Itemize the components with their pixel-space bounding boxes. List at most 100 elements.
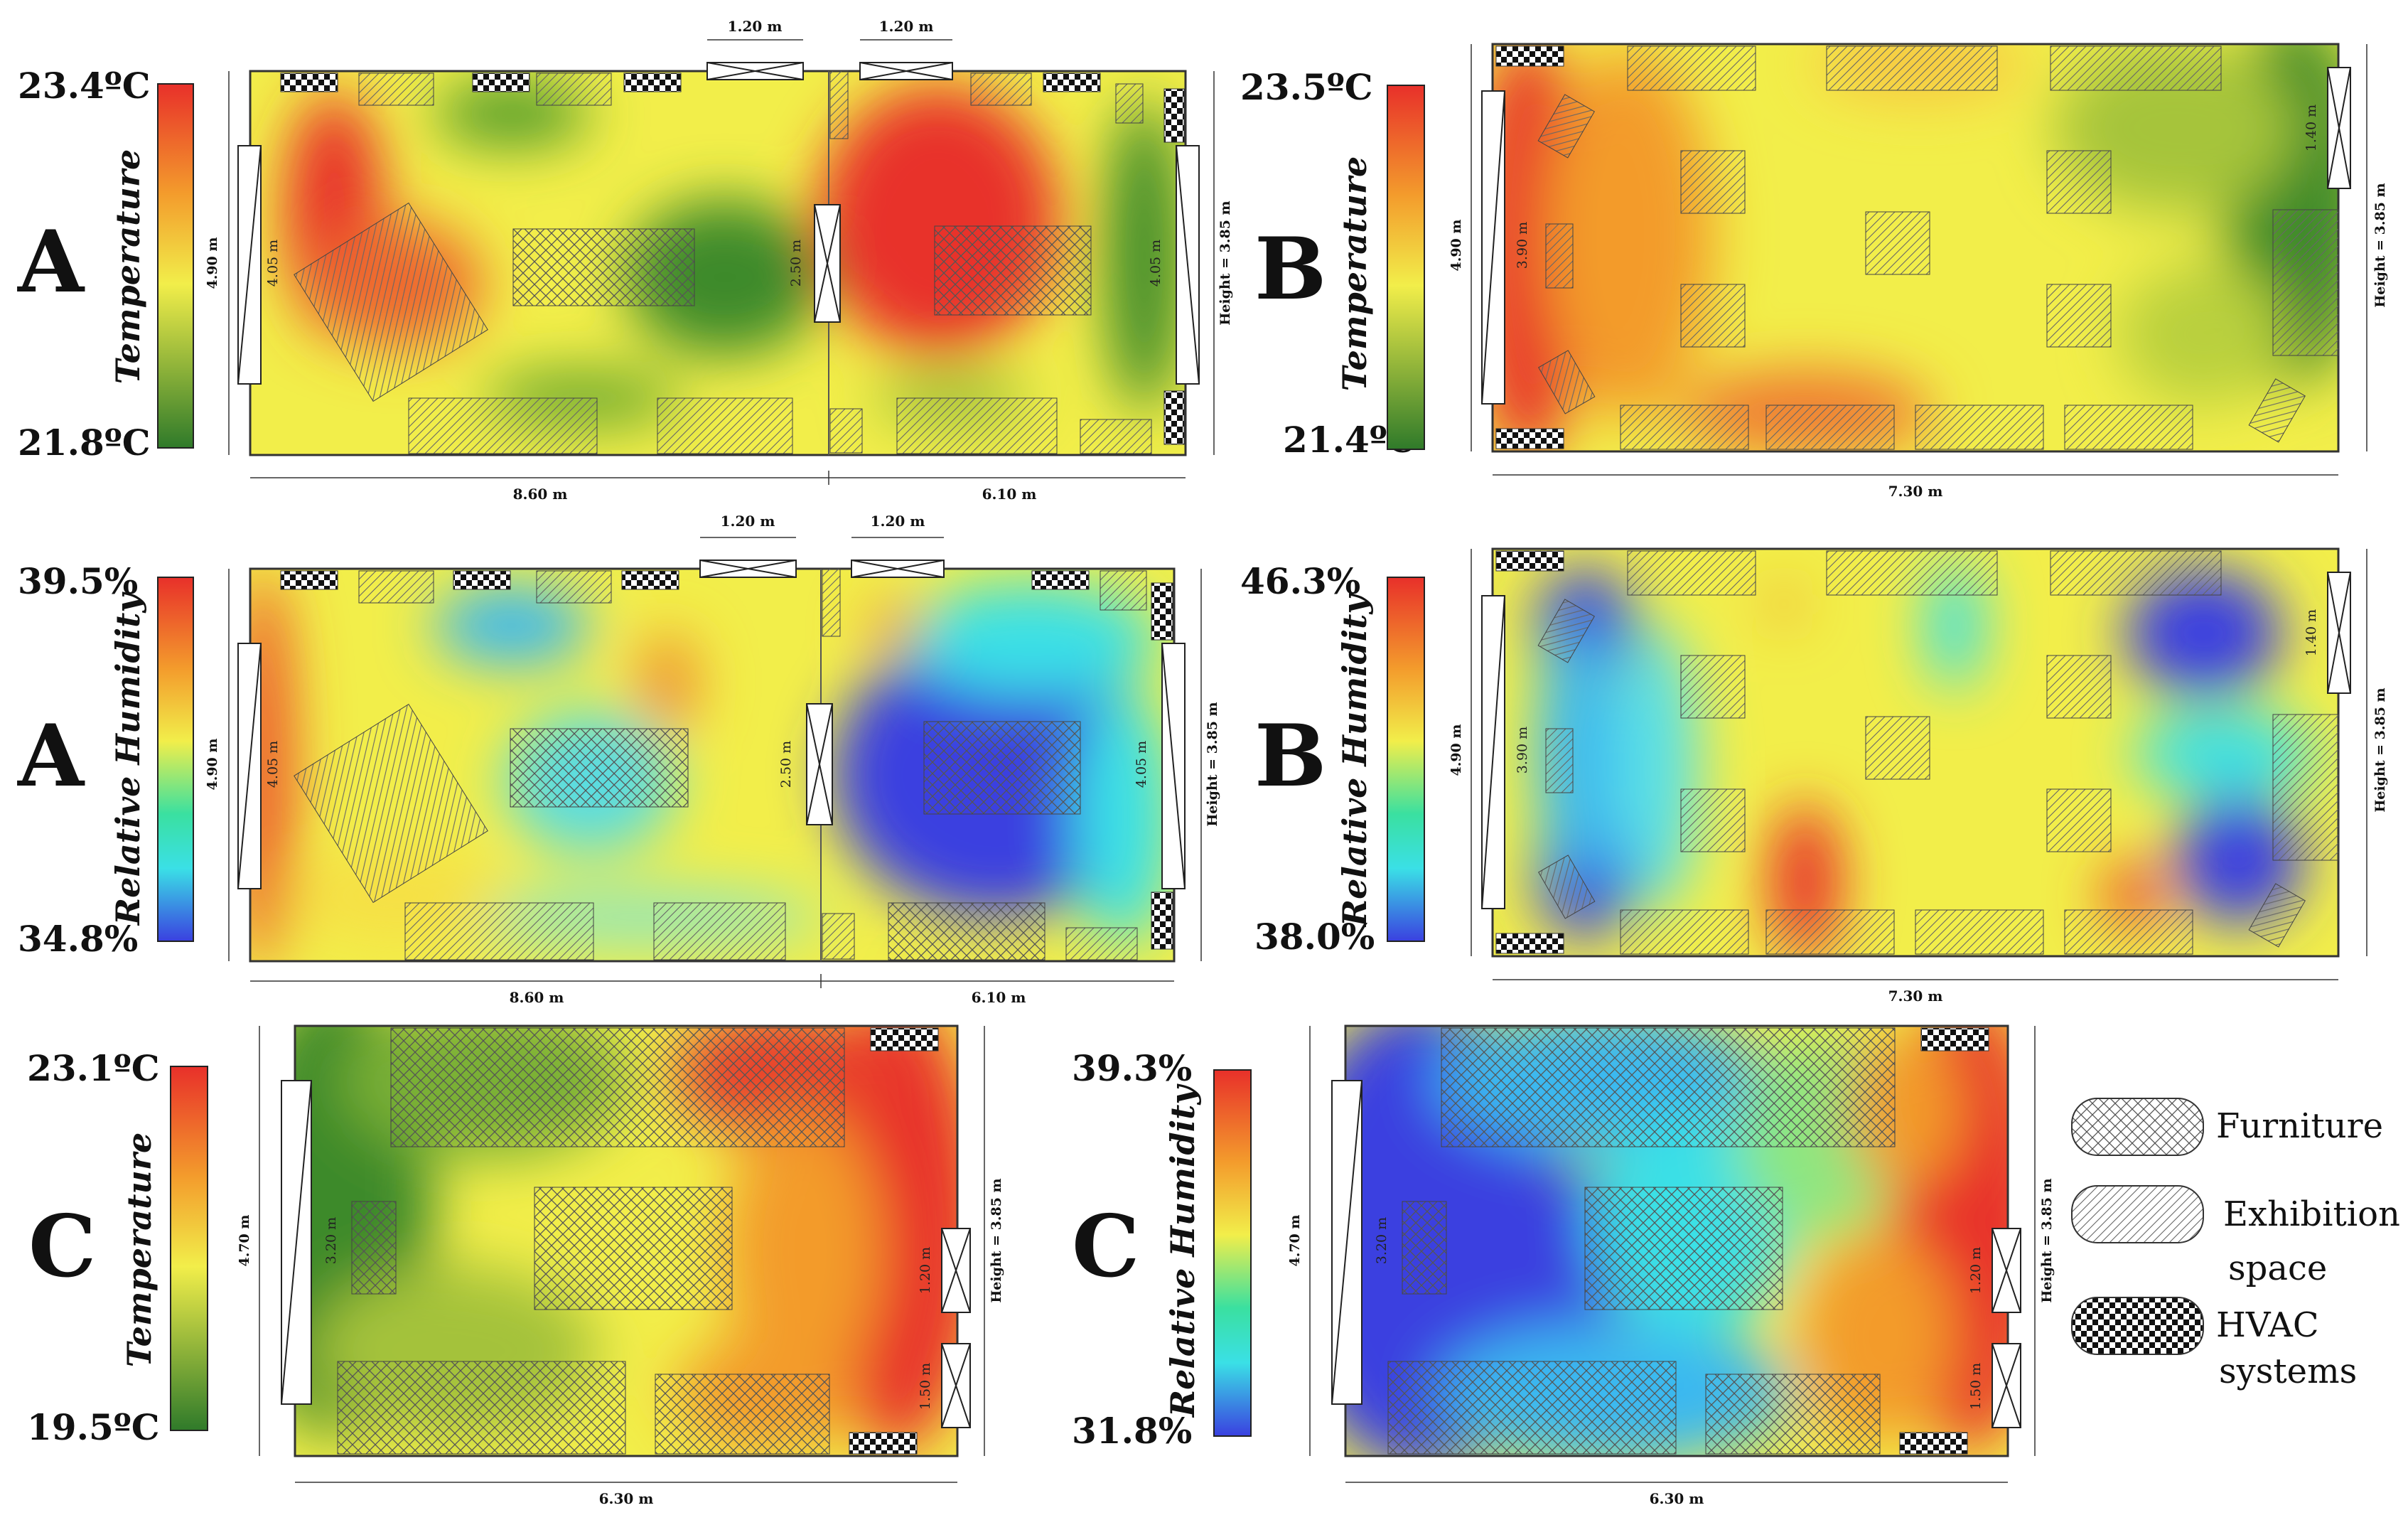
legend-label: HVAC [2216,1305,2319,1345]
scale-min-label: 19.5ºC [27,1406,160,1448]
legend-item-exhibition: Exhibition space [2071,1185,2400,1288]
height-left-label: 3.90 m [1515,727,1530,773]
door-width-label: 1.20 m [871,513,925,530]
doors-windows [1331,1080,2021,1428]
colorbar-title: Temperature [120,1133,158,1368]
colorbar [170,1066,208,1431]
colorbar [1387,85,1425,450]
panel-a-humidity: A 39.5% 34.8% Relative Humidity [17,513,1220,1006]
panel-b-humidity: B 46.3% 38.0% Relative Humidity [1240,547,2388,1005]
hvac-units [1495,45,1564,449]
height-total-label: 4.90 m [1448,220,1464,272]
scale-min-label: 38.0% [1254,916,1375,958]
furniture [1387,1027,1896,1455]
scale-min-label: 31.8% [1072,1410,1192,1452]
colorbar [157,577,194,942]
legend-label: space [2228,1248,2327,1288]
panel-letter: B [1254,219,1326,319]
door-width-label: 1.20 m [721,513,775,530]
dimension-lines [228,537,1202,988]
scale-max-label: 23.5ºC [1240,66,1373,108]
panel-letter: A [17,212,85,312]
ceiling-height-label: Height = 3.85 m [2372,687,2388,812]
width-label: 6.30 m [1650,1490,1704,1507]
height-left-label: 4.05 m [265,240,281,287]
scale-max-label: 23.1ºC [27,1047,160,1089]
legend-label: systems [2219,1351,2357,1391]
height-total-label: 4.90 m [205,739,220,791]
panel-letter: C [1072,1197,1140,1297]
scale-max-label: 39.5% [18,560,138,602]
width-left-label: 8.60 m [510,989,564,1006]
colorbar [1387,577,1425,942]
legend-item-hvac: HVAC systems [2071,1297,2357,1391]
furniture [510,721,1081,960]
colorbar-title: Temperature [1335,156,1374,392]
exhibition-swatch [2071,1185,2204,1243]
panel-letter: B [1254,706,1326,806]
height-left-label: 3.20 m [1374,1217,1390,1264]
width-left-label: 8.60 m [513,486,568,503]
height-right-label: 4.05 m [1148,240,1163,287]
doors-windows [1481,572,2351,909]
colorbar [1213,1069,1252,1437]
height-total-label: 4.90 m [205,237,220,289]
colorbar-title: Relative Humidity [1335,593,1374,928]
colorbar-title: Temperature [109,149,147,385]
panel-letter: A [17,706,85,806]
hvac-swatch [2071,1297,2204,1355]
height-right-label: 4.05 m [1134,741,1149,788]
height-right-label: 1.40 m [2304,609,2319,656]
scale-max-label: 39.3% [1072,1047,1192,1089]
legend-label: Furniture [2216,1106,2383,1146]
dimension-lines [228,39,1215,485]
height-left-label: 3.20 m [323,1217,339,1264]
furniture [337,1027,845,1455]
scale-max-label: 46.3% [1240,560,1360,602]
hvac-units [1899,1027,1989,1455]
height-left-label: 3.90 m [1515,222,1530,269]
width-right-label: 6.10 m [972,989,1026,1006]
ceiling-height-label: Height = 3.85 m [989,1178,1004,1302]
height-total-label: 4.70 m [237,1215,252,1267]
dimension-lines [1471,549,2367,980]
ceiling-height-label: Height = 3.85 m [2372,183,2388,307]
exhibition-spaces [294,568,1147,960]
height-right-label-2: 1.50 m [918,1363,933,1410]
width-label: 7.30 m [1888,483,1943,500]
exhibition-spaces [1537,45,2339,450]
scale-max-label: 23.4ºC [18,65,151,107]
hvac-units [280,570,1173,950]
panel-letter: C [28,1197,97,1297]
exhibition-spaces [1537,550,2339,955]
width-label: 6.30 m [599,1490,654,1507]
door-width-label: 1.20 m [879,18,934,35]
scale-min-label: 34.8% [18,918,138,960]
doors-windows [1481,67,2351,405]
colorbar-title: Relative Humidity [1163,1083,1202,1418]
colorbar [157,83,194,449]
panel-b-temperature: B 23.5ºC 21.4ºC Temperature [1240,43,2388,500]
dimension-lines [1309,1026,2036,1483]
ceiling-height-label: Height = 3.85 m [1218,200,1233,325]
dimension-lines [1471,44,2367,476]
height-left-label: 4.05 m [265,741,281,788]
height-right-label: 1.40 m [2304,105,2319,151]
height-right-label-1: 1.20 m [1968,1247,1984,1294]
width-right-label: 6.10 m [982,486,1037,503]
door-width-label: 1.20 m [728,18,783,35]
exhibition-spaces [294,70,1152,454]
height-total-label: 4.90 m [1448,724,1464,776]
height-right-label-1: 1.20 m [918,1247,933,1294]
panel-c-temperature: C 23.1ºC 19.5ºC Temperature [27,1024,1004,1507]
doors-windows [237,560,1186,889]
doors-windows [237,62,1200,385]
hvac-units [280,73,1185,445]
legend: Furniture Exhibition space HVAC systems [2071,1098,2400,1391]
ceiling-height-label: Height = 3.85 m [1205,702,1220,826]
doors-windows [281,1080,971,1428]
panel-c-humidity: C 39.3% 31.8% Relative Humidity [1072,1024,2055,1507]
height-mid-label: 2.50 m [778,741,794,788]
ceiling-height-label: Height = 3.85 m [2039,1178,2055,1302]
